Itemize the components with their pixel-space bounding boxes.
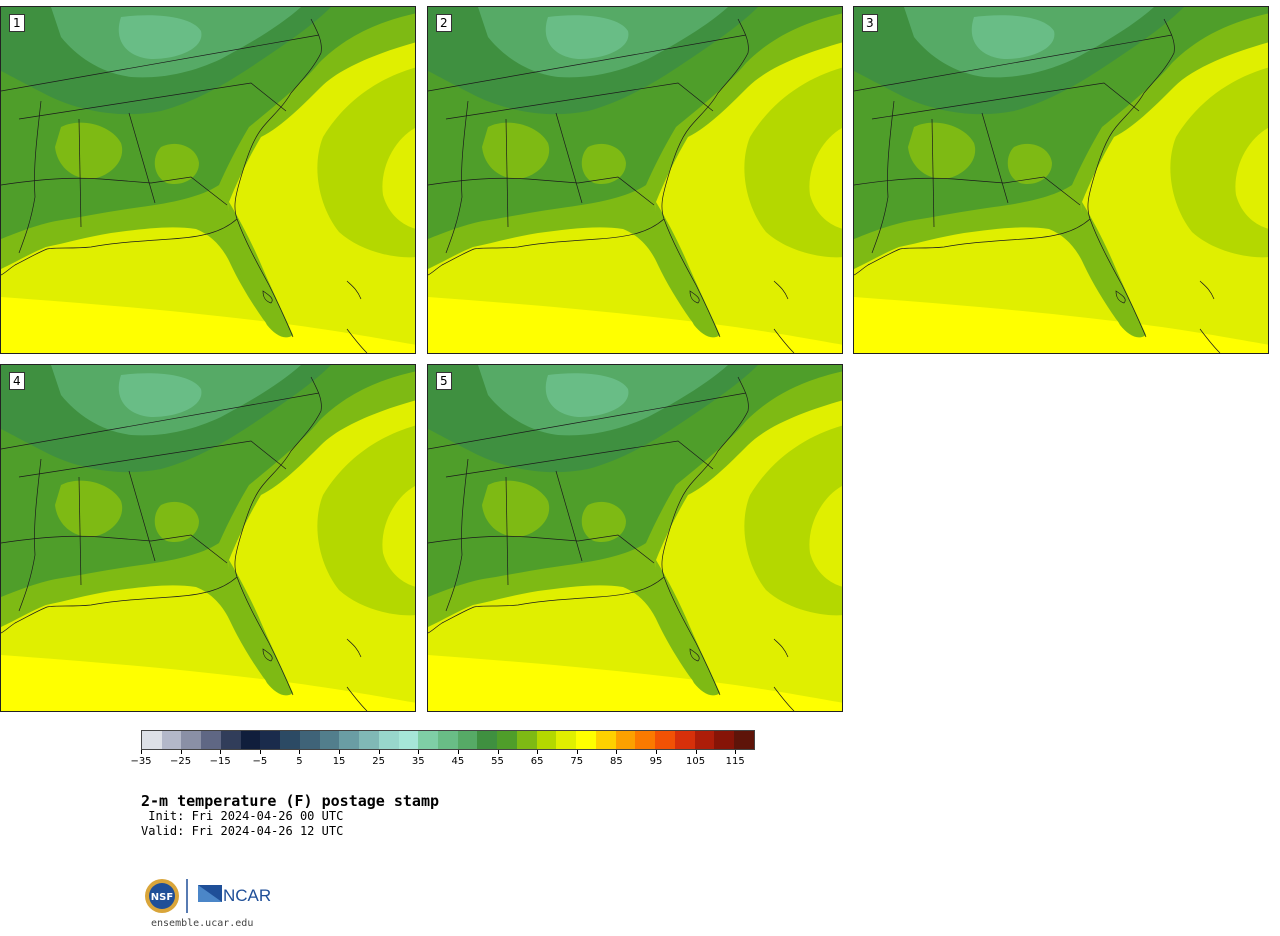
colorbar-tick-label: 105 bbox=[686, 756, 706, 767]
colorbar-tick bbox=[259, 750, 261, 754]
colorbar-swatch bbox=[674, 731, 695, 749]
colorbar-swatch bbox=[536, 731, 557, 749]
colorbar-tick bbox=[220, 750, 222, 754]
colorbar-tick bbox=[299, 750, 301, 754]
colorbar-swatch bbox=[299, 731, 320, 749]
valid-time: Valid: Fri 2024-04-26 12 UTC bbox=[141, 824, 344, 838]
colorbar-tick bbox=[576, 750, 578, 754]
nsf-ncar-logo: NSF NCAR bbox=[144, 877, 274, 917]
colorbar-tick-label: 25 bbox=[372, 756, 386, 767]
map-panel-1: 1 bbox=[0, 6, 416, 354]
colorbar-swatch bbox=[319, 731, 340, 749]
colorbar-tick-label: 115 bbox=[725, 756, 745, 767]
map-panel-3: 3 bbox=[853, 6, 1269, 354]
nsf-text: NSF bbox=[151, 892, 173, 903]
ncar-text: NCAR bbox=[223, 886, 271, 905]
map-panel-5: 5 bbox=[427, 364, 843, 712]
colorbar-swatch bbox=[635, 731, 656, 749]
colorbar-tick bbox=[418, 750, 420, 754]
colorbar-swatch bbox=[595, 731, 616, 749]
colorbar-swatch bbox=[181, 731, 202, 749]
member-label: 4 bbox=[9, 372, 25, 390]
colorbar-tick bbox=[180, 750, 182, 754]
temperature-map bbox=[428, 365, 842, 711]
colorbar-swatch bbox=[497, 731, 517, 749]
colorbar-tick-label: 75 bbox=[570, 756, 584, 767]
init-time: Init: Fri 2024-04-26 00 UTC bbox=[141, 809, 344, 823]
colorbar-swatch bbox=[516, 731, 537, 749]
temperature-map bbox=[1, 365, 415, 711]
colorbar-tick bbox=[735, 750, 737, 754]
colorbar-tick bbox=[141, 750, 142, 754]
colorbar-tick-label: 85 bbox=[609, 756, 623, 767]
colorbar-swatch bbox=[457, 731, 478, 749]
colorbar-tick-label: 45 bbox=[451, 756, 465, 767]
colorbar-tick-label: 5 bbox=[296, 756, 303, 767]
colorbar-swatch bbox=[220, 731, 241, 749]
colorbar-tick bbox=[616, 750, 618, 754]
website-url: ensemble.ucar.edu bbox=[151, 918, 254, 929]
colorbar-tick bbox=[695, 750, 697, 754]
colorbar-swatch bbox=[576, 731, 596, 749]
member-label: 3 bbox=[862, 14, 878, 32]
plot-title: 2-m temperature (F) postage stamp bbox=[141, 792, 440, 810]
colorbar-swatch bbox=[418, 731, 439, 749]
colorbar-tick-label: −35 bbox=[130, 756, 152, 767]
colorbar-tick bbox=[378, 750, 380, 754]
colorbar-swatch bbox=[615, 731, 636, 749]
colorbar-tick bbox=[537, 750, 539, 754]
colorbar-tick-label: −15 bbox=[209, 756, 231, 767]
colorbar-swatch bbox=[398, 731, 419, 749]
colorbar-tick-label: −5 bbox=[252, 756, 268, 767]
temperature-map bbox=[428, 7, 842, 353]
colorbar-swatch bbox=[201, 731, 221, 749]
member-label: 5 bbox=[436, 372, 452, 390]
colorbar-swatch bbox=[714, 731, 735, 749]
colorbar-swatch bbox=[655, 731, 675, 749]
colorbar bbox=[141, 730, 755, 750]
colorbar-swatch bbox=[438, 731, 458, 749]
colorbar-tick bbox=[655, 750, 657, 754]
colorbar-swatch bbox=[556, 731, 577, 749]
colorbar-swatch bbox=[280, 731, 300, 749]
colorbar-ticks: −35 −25 −15 −5 5 15 25 35 45 55 65 75 85 95 105 115 bbox=[130, 750, 755, 770]
colorbar-swatch bbox=[477, 731, 498, 749]
member-label: 1 bbox=[9, 14, 25, 32]
colorbar-swatch bbox=[260, 731, 281, 749]
map-panel-4: 4 bbox=[0, 364, 416, 712]
colorbar-swatch bbox=[734, 731, 754, 749]
member-label: 2 bbox=[436, 14, 452, 32]
colorbar-swatch bbox=[240, 731, 261, 749]
colorbar-swatch bbox=[142, 731, 162, 749]
colorbar-tick-label: 95 bbox=[649, 756, 663, 767]
colorbar-tick-label: −25 bbox=[170, 756, 192, 767]
colorbar-swatch bbox=[339, 731, 360, 749]
map-panel-2: 2 bbox=[427, 6, 843, 354]
colorbar-tick-label: 55 bbox=[491, 756, 504, 767]
colorbar-tick-label: 35 bbox=[411, 756, 425, 767]
colorbar-swatch bbox=[694, 731, 715, 749]
temperature-map bbox=[1, 7, 415, 353]
colorbar-swatch bbox=[378, 731, 399, 749]
colorbar-tick bbox=[497, 750, 499, 754]
colorbar-tick-label: 15 bbox=[332, 756, 346, 767]
colorbar-tick-label: 65 bbox=[530, 756, 544, 767]
colorbar-tick bbox=[457, 750, 459, 754]
colorbar-tick bbox=[339, 750, 341, 754]
colorbar-swatch bbox=[161, 731, 182, 749]
temperature-map bbox=[854, 7, 1268, 353]
colorbar-swatch bbox=[359, 731, 379, 749]
